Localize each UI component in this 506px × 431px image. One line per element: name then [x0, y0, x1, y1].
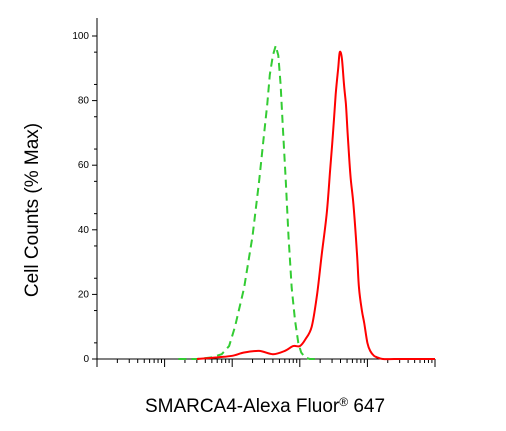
series-layer — [178, 44, 435, 361]
x-axis — [96, 358, 436, 367]
y-tick-label-40: 40 — [78, 225, 90, 236]
y-axis: 0 20 40 60 80 100 — [72, 18, 98, 365]
series-line-solid-red — [196, 50, 435, 361]
y-tick-label-60: 60 — [78, 160, 90, 171]
x-axis-title-suffix: 647 — [348, 396, 385, 417]
y-tick-label-80: 80 — [78, 96, 90, 107]
series-line-dashed-green — [178, 44, 318, 360]
y-tick-label-20: 20 — [78, 289, 90, 300]
y-tick-label-0: 0 — [83, 354, 89, 365]
x-axis-title-symbol: ® — [339, 395, 348, 409]
x-axis-title: SMARCA4-Alexa Fluor® 647 — [145, 395, 385, 417]
y-axis-title: Cell Counts (% Max) — [22, 123, 43, 297]
x-axis-title-main: SMARCA4-Alexa Fluor — [145, 396, 340, 417]
y-tick-label-100: 100 — [72, 31, 89, 42]
